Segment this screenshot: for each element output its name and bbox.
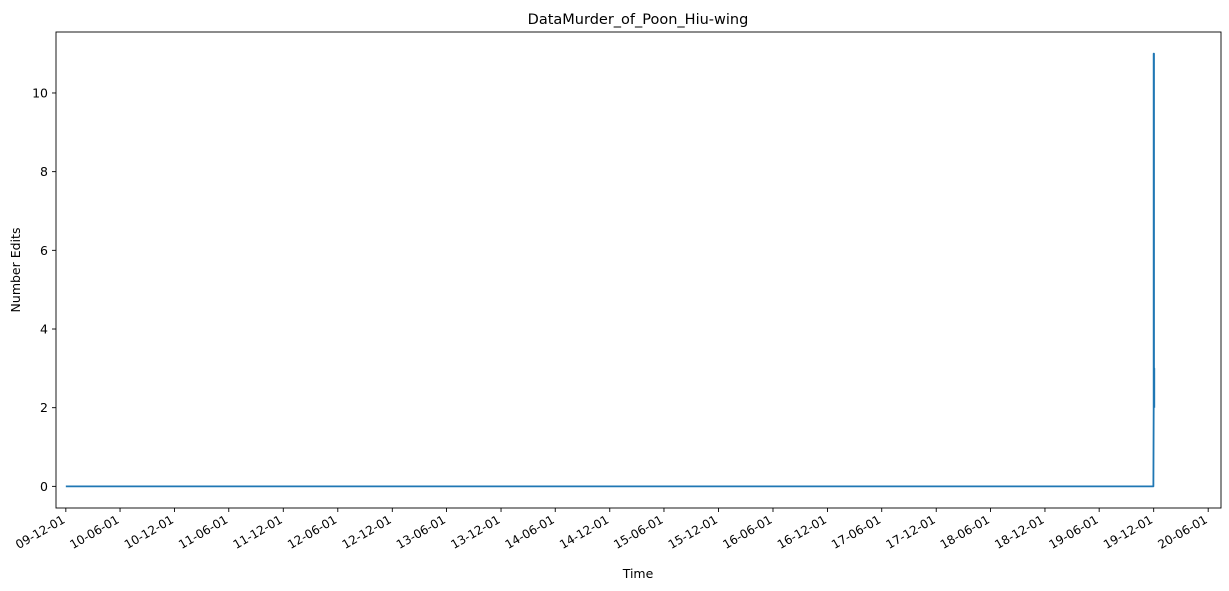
x-tick-label: 16-06-01 [720,512,774,551]
chart-title: DataMurder_of_Poon_Hiu-wing [528,12,749,28]
x-axis: 09-12-01 10-06-01 10-12-01 11-06-01 11-12-01… [13,508,1210,552]
x-tick-label: 16-12-01 [775,512,829,551]
x-tick-label: 11-06-01 [176,512,230,551]
x-tick-label: 15-06-01 [611,512,665,551]
x-tick-label: 10-12-01 [122,512,176,551]
y-tick-label: 2 [40,400,48,415]
x-axis-label: Time [622,566,654,581]
y-tick-label: 4 [40,322,48,337]
x-tick-label: 18-06-01 [938,512,992,551]
x-tick-label: 20-06-01 [1156,512,1210,551]
x-tick-label: 09-12-01 [13,512,67,551]
x-tick-label: 13-06-01 [394,512,448,551]
x-tick-label: 14-06-01 [503,512,557,551]
x-tick-label: 12-06-01 [285,512,339,551]
series-line [65,52,1156,488]
x-tick-label: 12-12-01 [340,512,394,551]
y-tick-label: 0 [40,479,48,494]
x-tick-label: 13-12-01 [448,512,502,551]
y-tick-label: 6 [40,243,48,258]
x-tick-label: 15-12-01 [666,512,720,551]
y-axis: 0 2 4 6 8 10 [32,85,56,494]
x-tick-label: 11-12-01 [231,512,285,551]
y-tick-label: 10 [32,85,48,100]
plot-frame [55,31,1222,509]
x-tick-label: 18-12-01 [992,512,1046,551]
x-tick-label: 19-06-01 [1046,512,1100,551]
x-tick-label: 19-12-01 [1101,512,1155,551]
x-tick-label: 10-06-01 [67,512,121,551]
plot-area: 0 2 4 6 8 10 09-12-01 10-06-01 10-12-01 11-06-01… [13,31,1222,552]
x-tick-label: 14-12-01 [557,512,611,551]
series-layer [65,52,1156,488]
y-axis-label: Number Edits [8,228,23,313]
x-tick-label: 17-12-01 [884,512,938,551]
y-tick-label: 8 [40,164,48,179]
x-tick-label: 17-06-01 [829,512,883,551]
